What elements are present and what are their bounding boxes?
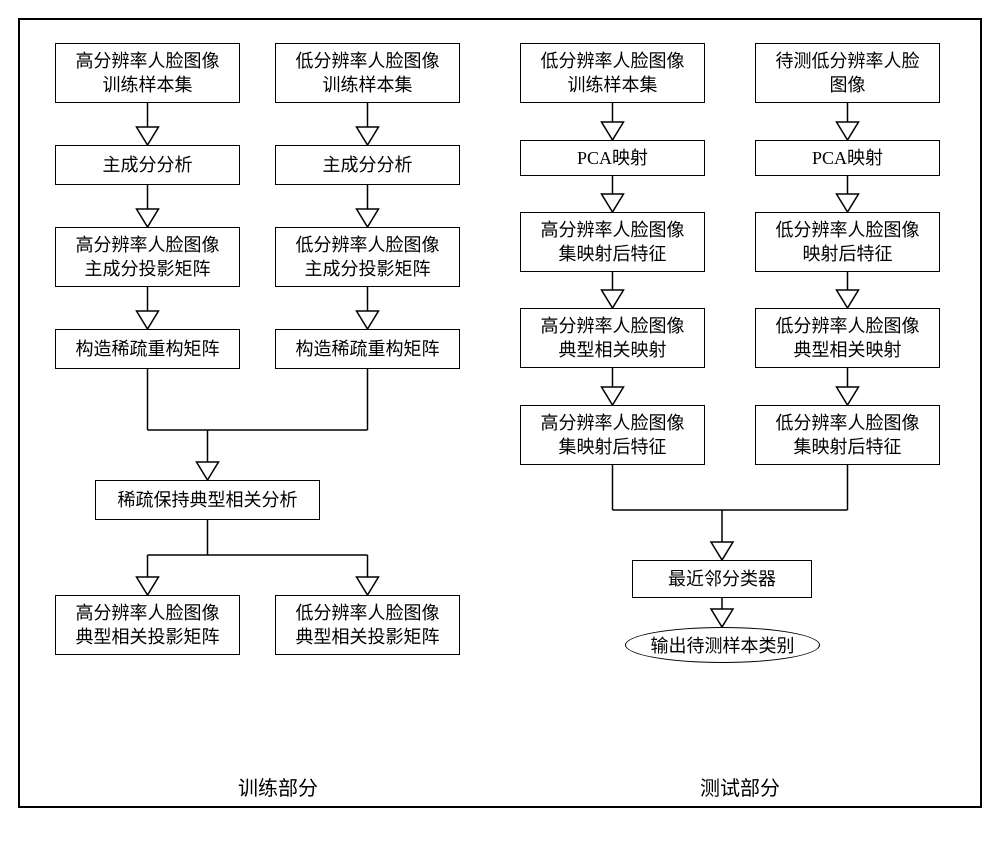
node-s_pca_r: PCA映射	[755, 140, 940, 176]
node-s_output: 输出待测样本类别	[625, 627, 820, 663]
node-t_hr_cca: 高分辨率人脸图像典型相关投影矩阵	[55, 595, 240, 655]
node-s_hr_post: 高分辨率人脸图像集映射后特征	[520, 405, 705, 465]
node-t_hr_train: 高分辨率人脸图像训练样本集	[55, 43, 240, 103]
node-s_lr_ccamap: 低分辨率人脸图像典型相关映射	[755, 308, 940, 368]
node-t_pca_l: 主成分分析	[55, 145, 240, 185]
node-t_sparse_r: 构造稀疏重构矩阵	[275, 329, 460, 369]
node-s_lr_feat: 低分辨率人脸图像映射后特征	[755, 212, 940, 272]
testing-section-label: 测试部分	[700, 772, 780, 801]
node-s_test_img: 待测低分辨率人脸图像	[755, 43, 940, 103]
training-section-label: 训练部分	[238, 772, 318, 801]
node-t_lr_cca: 低分辨率人脸图像典型相关投影矩阵	[275, 595, 460, 655]
node-s_lr_post: 低分辨率人脸图像集映射后特征	[755, 405, 940, 465]
node-s_lr_train: 低分辨率人脸图像训练样本集	[520, 43, 705, 103]
node-t_spcca: 稀疏保持典型相关分析	[95, 480, 320, 520]
node-t_lr_proj: 低分辨率人脸图像主成分投影矩阵	[275, 227, 460, 287]
node-t_hr_proj: 高分辨率人脸图像主成分投影矩阵	[55, 227, 240, 287]
node-s_hr_feat: 高分辨率人脸图像集映射后特征	[520, 212, 705, 272]
node-t_lr_train: 低分辨率人脸图像训练样本集	[275, 43, 460, 103]
node-s_hr_ccamap: 高分辨率人脸图像典型相关映射	[520, 308, 705, 368]
node-t_pca_r: 主成分分析	[275, 145, 460, 185]
node-t_sparse_l: 构造稀疏重构矩阵	[55, 329, 240, 369]
diagram-canvas: 高分辨率人脸图像训练样本集低分辨率人脸图像训练样本集主成分分析主成分分析高分辨率…	[0, 0, 1000, 845]
node-s_knn: 最近邻分类器	[632, 560, 812, 598]
node-s_pca_l: PCA映射	[520, 140, 705, 176]
